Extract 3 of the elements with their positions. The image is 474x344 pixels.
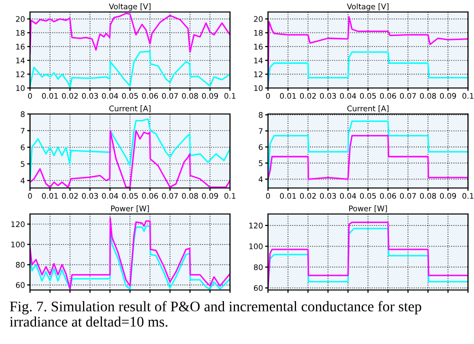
line-series: [268, 135, 468, 180]
line-series: [30, 118, 230, 183]
caption: Fig. 7. Simulation result of P&O and incremental conductance for step irradiance at deltad=10 ms.: [10, 301, 422, 327]
